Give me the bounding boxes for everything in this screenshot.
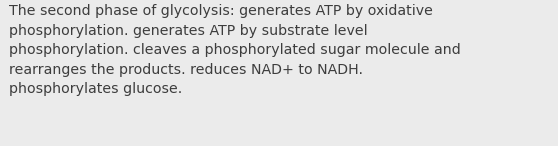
Text: The second phase of glycolysis: generates ATP by oxidative
phosphorylation. gene: The second phase of glycolysis: generate… — [9, 4, 461, 96]
